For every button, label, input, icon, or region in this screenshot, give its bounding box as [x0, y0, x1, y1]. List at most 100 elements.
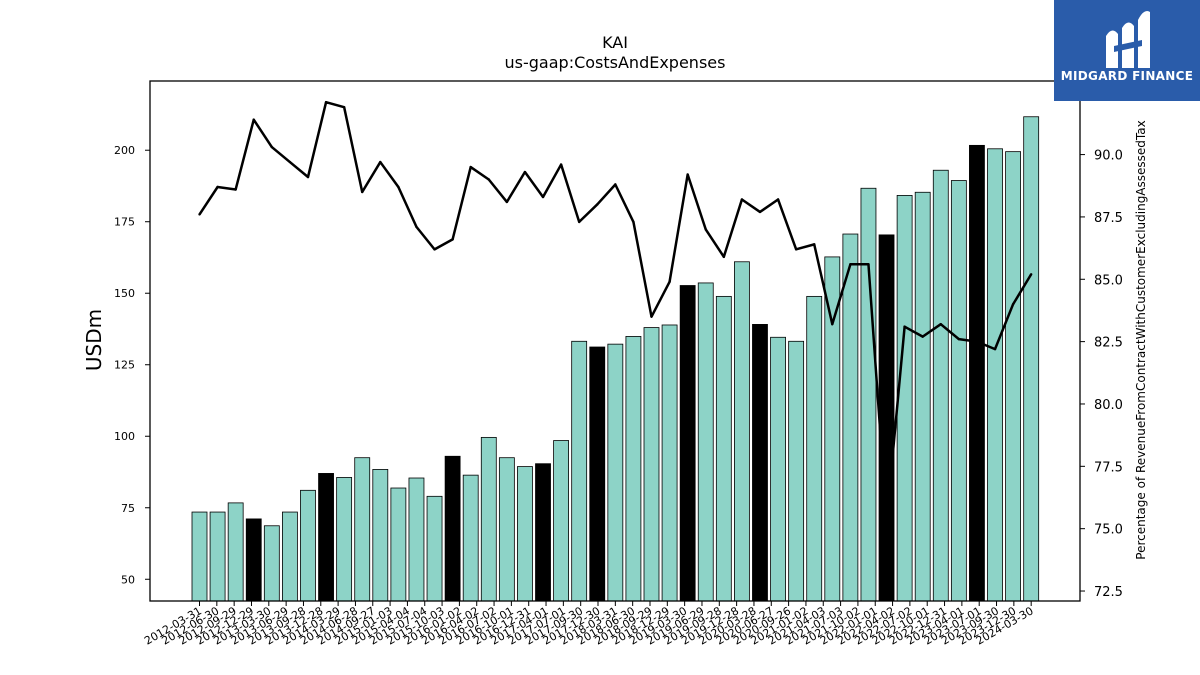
bar — [715, 295, 732, 602]
line-point — [361, 190, 364, 194]
bar — [860, 187, 877, 602]
line-point — [342, 105, 346, 109]
bar — [372, 469, 389, 602]
bar — [788, 340, 805, 602]
left-axis-ticks: 50 75 100 125 150 175 200 — [114, 144, 150, 586]
y2-tick-label: 75.0 — [1094, 523, 1123, 538]
y-tick-label: 50 — [121, 573, 135, 586]
line-point — [270, 145, 274, 149]
line-point — [523, 170, 527, 174]
y2-tick-label: 87.5 — [1094, 211, 1123, 226]
line-point — [415, 225, 418, 229]
line-point — [849, 263, 852, 266]
bar — [842, 233, 859, 602]
bar — [426, 495, 443, 602]
line-series — [198, 100, 1033, 523]
line-point — [451, 238, 454, 241]
bar — [896, 195, 913, 602]
y-tick-label: 200 — [114, 144, 135, 157]
chart-subtitle: us-gaap:CostsAndExpenses — [504, 53, 726, 72]
line-point — [758, 210, 762, 214]
line-point — [632, 220, 635, 224]
bar — [950, 180, 967, 602]
bar — [444, 455, 461, 602]
line-point — [252, 118, 255, 121]
midgard-finance-logo: MIDGARD FINANCE — [1054, 0, 1200, 101]
y2-tick-label: 85.0 — [1094, 273, 1123, 288]
bar — [571, 340, 588, 602]
logo-text: MIDGARD FINANCE — [1060, 69, 1194, 83]
bar — [281, 511, 298, 602]
y-tick-label: 125 — [114, 359, 135, 372]
line-point — [921, 335, 924, 338]
line-point — [939, 322, 942, 326]
line-point — [324, 101, 328, 104]
bar — [987, 148, 1003, 602]
bar — [191, 511, 208, 602]
bar — [318, 473, 334, 602]
line-point — [794, 248, 798, 251]
line-point — [487, 178, 490, 181]
bar — [607, 343, 624, 602]
bar — [1023, 116, 1040, 602]
y2-tick-label: 82.5 — [1094, 336, 1123, 351]
y-tick-label: 100 — [114, 430, 135, 443]
line-point — [469, 165, 472, 169]
bar — [227, 502, 244, 602]
y2-tick-label: 72.5 — [1094, 585, 1123, 600]
bar — [661, 324, 678, 602]
line-point — [903, 325, 906, 328]
chart-title: KAI — [602, 33, 628, 52]
line-point — [433, 248, 436, 251]
bar — [390, 487, 407, 602]
bar — [679, 285, 696, 602]
y2-axis-label: Percentage of RevenueFromContractWithCus… — [1134, 120, 1148, 560]
bar — [535, 463, 551, 602]
line-point — [957, 337, 961, 341]
line-point — [975, 340, 979, 343]
plot-frame — [149, 80, 1081, 602]
line-point — [596, 203, 599, 206]
line-point — [686, 173, 689, 176]
right-axis-ticks: 72.5 75.0 77.5 80.0 82.5 85.0 87.5 90.0 — [1080, 149, 1123, 600]
line-point — [306, 175, 310, 179]
line-point — [216, 185, 219, 189]
bar — [932, 169, 949, 602]
line-point — [577, 220, 581, 224]
bar — [734, 261, 750, 602]
line-point — [234, 188, 237, 191]
bar — [480, 436, 497, 602]
bar — [589, 346, 606, 602]
bar — [553, 440, 569, 602]
bar — [643, 327, 660, 602]
line-point — [559, 163, 563, 166]
bar — [245, 518, 262, 602]
bar — [969, 144, 985, 602]
line-point — [831, 322, 834, 326]
line-point — [704, 228, 707, 231]
bar — [263, 525, 280, 602]
line-point — [776, 198, 780, 201]
line-point — [813, 243, 816, 246]
y-tick-label: 150 — [114, 287, 135, 300]
line-point — [867, 263, 870, 266]
y2-tick-label: 90.0 — [1094, 149, 1123, 164]
line-point — [198, 213, 201, 216]
bar — [462, 474, 479, 602]
bar — [300, 489, 316, 602]
bar — [517, 466, 533, 602]
bar — [806, 295, 823, 602]
line-point — [1011, 303, 1015, 306]
line-point — [614, 183, 617, 186]
logo-mark-icon — [1106, 11, 1150, 69]
y-tick-label: 175 — [114, 216, 135, 229]
bar-series — [191, 116, 1040, 602]
line-point — [288, 160, 292, 164]
bar — [878, 234, 895, 602]
bar — [498, 457, 515, 602]
line-point — [397, 185, 400, 189]
line-point — [722, 255, 726, 259]
line-point — [541, 195, 545, 199]
bar — [770, 336, 786, 602]
